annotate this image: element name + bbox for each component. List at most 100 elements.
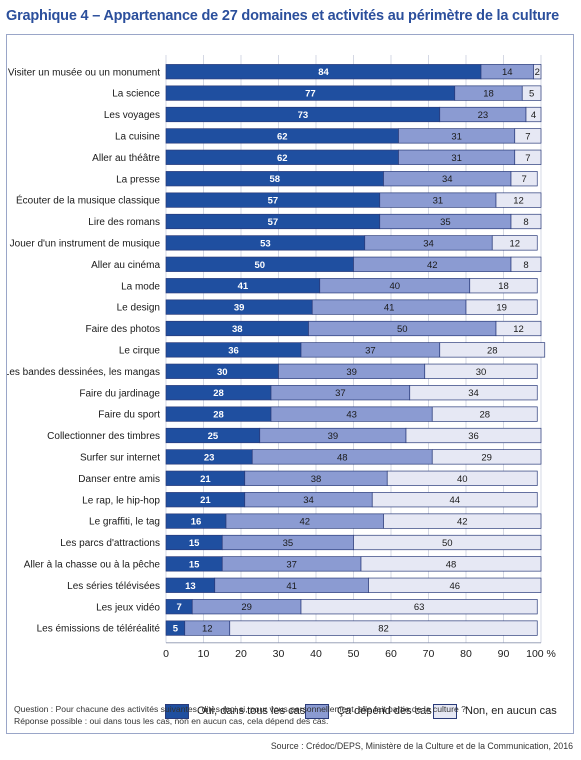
category-label: La cuisine bbox=[115, 132, 160, 143]
category-label: Aller à la chasse ou à la pêche bbox=[24, 560, 161, 571]
category-label: Aller au théâtre bbox=[92, 153, 160, 164]
category-label: Aller au cinéma bbox=[91, 260, 160, 271]
bar-non bbox=[300, 599, 538, 615]
data-label-non: 36 bbox=[468, 431, 479, 442]
data-label-non: 28 bbox=[487, 345, 498, 356]
data-label-non: 7 bbox=[525, 153, 530, 164]
category-label: Écouter de la musique classique bbox=[16, 194, 160, 207]
data-label-oui: 21 bbox=[200, 495, 211, 506]
data-label-non: 8 bbox=[523, 217, 528, 228]
category-label: La presse bbox=[116, 174, 160, 185]
data-label-depend: 31 bbox=[451, 131, 462, 142]
x-tick-label: 0 bbox=[163, 648, 169, 660]
category-label: Faire des photos bbox=[86, 324, 161, 335]
x-tick-label: 40 bbox=[310, 648, 322, 660]
bar-non bbox=[533, 64, 542, 80]
data-label-non: 28 bbox=[479, 410, 490, 421]
data-label-oui: 73 bbox=[298, 110, 309, 121]
data-label-oui: 41 bbox=[238, 281, 249, 292]
data-label-depend: 34 bbox=[442, 174, 453, 185]
data-label-oui: 77 bbox=[305, 89, 316, 100]
data-label-oui: 7 bbox=[176, 602, 181, 613]
category-label: Le cirque bbox=[119, 346, 161, 357]
category-label: Jouer d'un instrument de musique bbox=[10, 239, 161, 250]
data-label-non: 19 bbox=[496, 303, 507, 314]
bar-non bbox=[521, 85, 542, 101]
data-label-depend: 29 bbox=[241, 602, 252, 613]
bar-non bbox=[495, 192, 542, 208]
data-label-non: 12 bbox=[513, 196, 524, 207]
data-label-oui: 38 bbox=[232, 324, 243, 335]
x-tick-label: 100 % bbox=[526, 648, 556, 660]
bar-non bbox=[514, 128, 542, 144]
data-label-non: 48 bbox=[446, 559, 457, 570]
data-label-depend: 39 bbox=[328, 431, 339, 442]
data-label-non: 46 bbox=[449, 581, 460, 592]
bar-non bbox=[409, 385, 538, 401]
data-label-oui: 30 bbox=[217, 367, 228, 378]
data-label-oui: 39 bbox=[234, 303, 245, 314]
data-label-oui: 16 bbox=[191, 517, 202, 528]
category-label: Les parcs d'attractions bbox=[60, 538, 160, 549]
category-label: Danser entre amis bbox=[78, 474, 160, 485]
legend-swatch-non bbox=[433, 703, 457, 719]
x-tick-label: 50 bbox=[348, 648, 360, 660]
data-label-depend: 42 bbox=[427, 260, 438, 271]
bar-non bbox=[510, 256, 542, 272]
data-label-depend: 14 bbox=[502, 67, 513, 78]
data-label-non: 44 bbox=[449, 495, 460, 506]
data-label-depend: 42 bbox=[299, 517, 310, 528]
data-label-depend: 37 bbox=[286, 559, 297, 570]
stacked-bar-chart: 0 10 20 30 40 50 60 70 80 90 100 % Visiter un musée… bbox=[7, 55, 556, 660]
x-tick-label: 90 bbox=[498, 648, 510, 660]
legend-swatch-oui bbox=[165, 703, 189, 719]
bar-non bbox=[405, 427, 542, 444]
category-label: Le design bbox=[117, 303, 160, 314]
bar-non bbox=[491, 235, 538, 251]
data-label-non: 29 bbox=[481, 452, 492, 463]
question-note: Question : Pour chacune des activités su… bbox=[14, 704, 466, 714]
legend-item-depend: Ça dépend des cas bbox=[305, 700, 432, 722]
data-label-oui: 21 bbox=[200, 474, 211, 485]
data-label-oui: 5 bbox=[173, 624, 179, 635]
data-label-non: 8 bbox=[523, 260, 528, 271]
data-label-oui: 84 bbox=[318, 67, 329, 78]
x-tick-label: 20 bbox=[235, 648, 247, 660]
data-label-oui: 58 bbox=[269, 174, 280, 185]
category-label: Collectionner des timbres bbox=[47, 431, 160, 442]
data-label-non: 63 bbox=[414, 602, 425, 613]
category-label: Les jeux vidéo bbox=[96, 602, 160, 613]
data-label-depend: 40 bbox=[389, 281, 400, 292]
data-label-oui: 15 bbox=[189, 538, 200, 549]
bar-non bbox=[510, 171, 538, 187]
category-label: Les séries télévisées bbox=[67, 581, 160, 592]
data-label-non: 7 bbox=[525, 131, 530, 142]
source-note: Source : Crédoc/DEPS, Ministère de la Cu… bbox=[270, 741, 573, 751]
data-label-oui: 57 bbox=[268, 217, 279, 228]
data-label-oui: 50 bbox=[254, 260, 265, 271]
bar-non bbox=[371, 492, 538, 508]
chart-legend: Oui, dans tous les cas Ça dépend des cas… bbox=[165, 700, 557, 724]
bar-non bbox=[525, 106, 542, 123]
bar-non bbox=[469, 278, 538, 294]
data-label-depend: 37 bbox=[365, 345, 376, 356]
data-label-depend: 38 bbox=[311, 474, 322, 485]
data-label-depend: 35 bbox=[283, 538, 294, 549]
data-label-depend: 50 bbox=[397, 324, 408, 335]
data-label-depend: 41 bbox=[384, 303, 395, 314]
data-label-oui: 53 bbox=[260, 238, 271, 249]
category-label: Le graffiti, le tag bbox=[89, 517, 160, 528]
bar-non bbox=[431, 406, 538, 422]
data-label-non: 18 bbox=[498, 281, 509, 292]
bar-non bbox=[431, 449, 542, 465]
data-label-depend: 35 bbox=[440, 217, 451, 228]
category-label: Le rap, le hip-hop bbox=[82, 495, 160, 506]
data-label-non: 40 bbox=[457, 474, 468, 485]
data-label-oui: 25 bbox=[208, 431, 219, 442]
data-label-oui: 28 bbox=[213, 410, 224, 421]
data-label-non: 2 bbox=[535, 67, 540, 78]
data-label-oui: 62 bbox=[277, 153, 288, 164]
data-label-non: 34 bbox=[468, 388, 479, 399]
data-label-depend: 41 bbox=[286, 581, 297, 592]
data-label-non: 30 bbox=[476, 367, 487, 378]
